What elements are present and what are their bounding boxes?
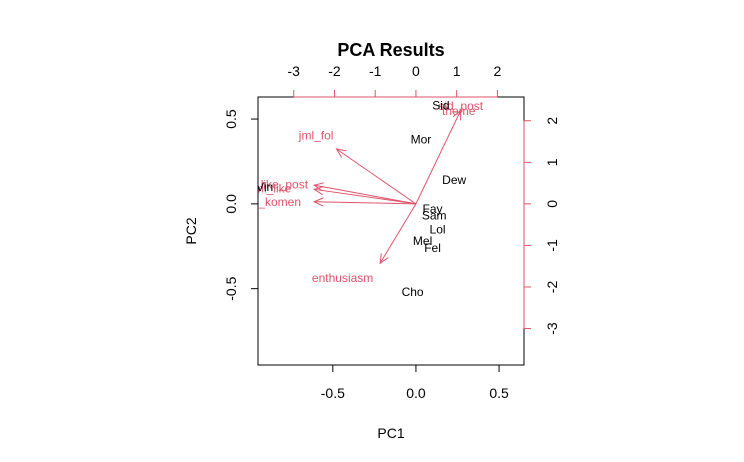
- arrow-shaft: [379, 203, 417, 264]
- loading-label-sbr-komen: sbr_komen: [242, 195, 301, 209]
- loading-label-jml-fol: jml_fol: [298, 128, 334, 142]
- top-tick-label: 0: [412, 63, 420, 79]
- top-tick-label: -3: [288, 63, 301, 79]
- x-tick-label: 0.0: [406, 385, 426, 401]
- right-tick-label: 1: [544, 158, 560, 166]
- loading-arrows: [312, 109, 462, 265]
- loading-label-sid-post: sid_post: [438, 99, 483, 113]
- loading-arrow: [335, 148, 417, 205]
- observation-label-fay: Fay: [423, 202, 443, 216]
- arrow-shaft: [314, 184, 417, 205]
- right-tick-label: -2: [544, 281, 560, 294]
- observation-label-sam: Sam: [422, 209, 447, 223]
- arrow-head: [312, 197, 324, 207]
- observation-label-mor: Mor: [411, 132, 432, 146]
- loading-label-jml-like: jml_like: [250, 181, 291, 195]
- arrow-shaft: [336, 148, 417, 205]
- arrow-head: [452, 109, 462, 121]
- y-tick-label: 0.5: [223, 109, 239, 129]
- x-tick-label: -0.5: [321, 385, 345, 401]
- loading-arrow: [312, 186, 417, 205]
- loading-label-theme: theme: [442, 104, 476, 118]
- y-tick-label: -0.5: [223, 276, 239, 300]
- right-tick-label: -1: [544, 239, 560, 252]
- observation-label-dew: Dew: [442, 173, 466, 187]
- top-tick-label: 1: [453, 63, 461, 79]
- x-axis-label: PC1: [377, 425, 404, 441]
- observation-label-mel: Mel: [413, 234, 432, 248]
- observation-label-sid: Sid: [432, 98, 449, 112]
- arrow-head: [335, 148, 347, 158]
- loading-label-jml-like-post: jml_like_post: [238, 177, 309, 191]
- observation-label-vin: Vin: [256, 180, 273, 194]
- y-axis-right: -3 -2 -1 0 1 2: [523, 117, 560, 335]
- x-axis-bottom: -0.5 0.0 0.5: [321, 364, 509, 401]
- x-axis-top: -3 -2 -1 0 1 2: [288, 63, 502, 98]
- y-axis-label: PC2: [183, 217, 199, 244]
- arrow-head: [312, 186, 324, 196]
- loading-label-enthusiasm: enthusiasm: [312, 271, 373, 285]
- loading-arrow: [415, 109, 462, 205]
- right-tick-label: 2: [544, 117, 560, 125]
- loading-arrow: [379, 203, 417, 265]
- loading-arrow: [312, 182, 417, 205]
- right-tick-label: -3: [544, 322, 560, 335]
- y-axis-left: -0.5 0.0 0.5: [223, 109, 259, 301]
- observation-label-lol: Lol: [430, 222, 446, 236]
- top-tick-label: -2: [328, 63, 341, 79]
- observation-label-fel: Fel: [424, 241, 441, 255]
- top-tick-label: -1: [369, 63, 382, 79]
- arrow-shaft: [314, 188, 417, 205]
- top-tick-label: 2: [494, 63, 502, 79]
- observation-label-cho: Cho: [402, 285, 424, 299]
- x-tick-label: 0.5: [489, 385, 509, 401]
- arrow-head: [379, 253, 389, 265]
- arrow-shaft: [415, 110, 462, 205]
- arrow-head: [312, 182, 324, 192]
- loading-arrow: [312, 197, 416, 207]
- chart-title: PCA Results: [337, 40, 444, 60]
- y-tick-label: 0.0: [223, 194, 239, 214]
- right-tick-label: 0: [544, 200, 560, 208]
- arrow-shaft: [314, 201, 416, 205]
